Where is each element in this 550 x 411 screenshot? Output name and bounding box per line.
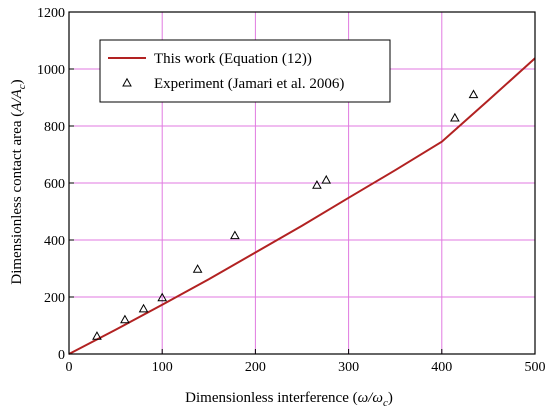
- y-tick-label: 400: [44, 234, 65, 249]
- data-point-experiment: [312, 180, 322, 189]
- series-layer: [68, 57, 536, 355]
- data-point-experiment: [120, 314, 130, 324]
- y-axis-label-tail: ): [9, 79, 25, 84]
- x-tick-label: 500: [525, 360, 546, 375]
- data-point-experiment: [468, 89, 479, 99]
- series-line-this-work: [68, 57, 536, 355]
- x-axis-label: Dimensionless interference (ω/ωc): [185, 390, 393, 409]
- y-tick-label: 1200: [37, 6, 65, 21]
- x-axis-label-tail: ): [388, 390, 393, 406]
- data-point-experiment: [192, 264, 203, 273]
- y-tick-label: 600: [44, 177, 65, 192]
- x-tick-label: 200: [245, 360, 266, 375]
- x-tick-label: 100: [152, 360, 173, 375]
- legend-label: Experiment (Jamari et al. 2006): [154, 76, 344, 92]
- y-tick-label: 800: [44, 120, 65, 135]
- y-axis-label-sym: A/A: [9, 88, 25, 112]
- data-point-experiment: [138, 303, 149, 313]
- x-axis-label-main: Dimensionless interference (: [185, 390, 357, 406]
- legend: This work (Equation (12)) Experiment (Jam…: [99, 39, 391, 103]
- data-point-experiment: [230, 230, 240, 240]
- x-axis-label-sym: ω/ω: [358, 390, 383, 406]
- data-point-experiment: [92, 331, 102, 340]
- legend-box: [99, 39, 391, 103]
- data-point-experiment: [321, 174, 332, 184]
- y-tick-label: 200: [44, 291, 65, 306]
- y-axis-label: Dimensionless contact area (A/Ac): [9, 79, 28, 284]
- legend-label: This work (Equation (12)): [154, 51, 312, 67]
- x-tick-label: 300: [338, 360, 359, 375]
- y-tick-label: 0: [58, 348, 65, 363]
- ticks: 0 100 200 300 400 500 0 200 400 600 800 1000 1200: [37, 6, 546, 375]
- data-point-experiment: [450, 112, 460, 122]
- data-point-experiment: [157, 292, 168, 302]
- y-axis-label-sub: c: [16, 84, 28, 89]
- y-tick-label: 1000: [37, 63, 65, 78]
- x-axis-label-sub: c: [383, 397, 388, 409]
- y-axis-label-main: Dimensionless contact area (: [9, 112, 25, 285]
- x-tick-label: 0: [66, 360, 73, 375]
- x-tick-label: 400: [431, 360, 452, 375]
- legend-swatch-triangle: [122, 77, 132, 87]
